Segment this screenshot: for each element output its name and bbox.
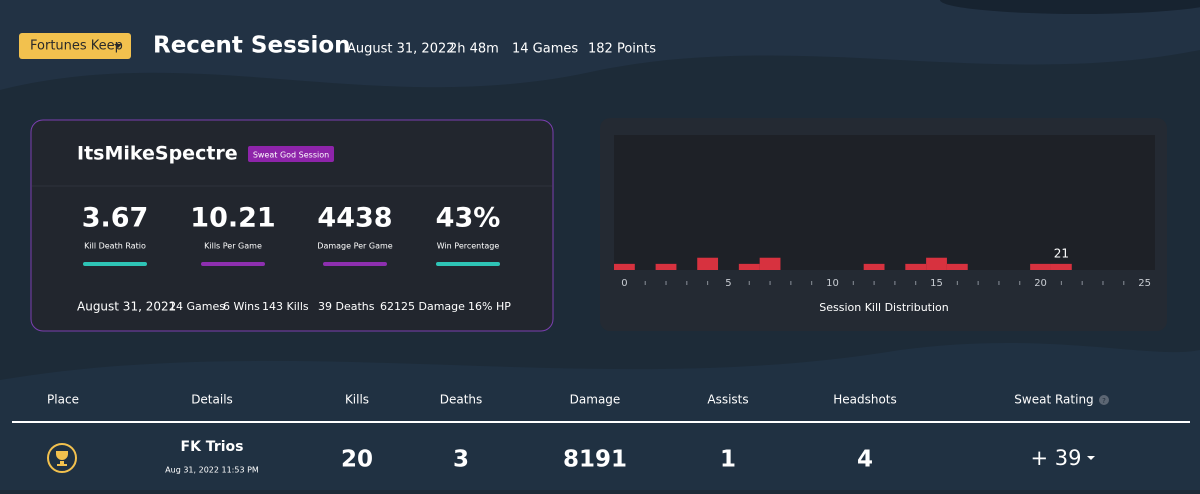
- bar: [738, 263, 760, 270]
- x-tick-label: 20: [1034, 278, 1047, 289]
- bar: [697, 257, 719, 270]
- column-header: Headshots: [833, 393, 897, 407]
- annotation: 21: [1054, 246, 1069, 260]
- x-tick-label: 5: [725, 278, 731, 289]
- bar: [759, 257, 781, 270]
- session-date: August 31, 2022: [347, 42, 455, 57]
- summary-item: 62125 Damage: [380, 300, 465, 313]
- bar: [863, 263, 885, 270]
- bar: [946, 263, 968, 270]
- stat-label: Damage Per Game: [317, 242, 392, 251]
- stat-value: 43%: [436, 203, 501, 234]
- player-name: ItsMikeSpectre: [77, 143, 238, 165]
- bg-shape: [940, 0, 1200, 14]
- column-header: Assists: [707, 393, 748, 407]
- cell-value: 1: [720, 447, 736, 473]
- bar: [926, 257, 947, 270]
- summary-item: 14 Games: [169, 300, 225, 313]
- session-points: 182 Points: [588, 42, 656, 57]
- profile-card: [30, 119, 554, 332]
- cell-value: 4: [857, 447, 873, 473]
- badge-text: Sweat God Session: [253, 151, 329, 160]
- plot-area: [614, 135, 1155, 270]
- cell-value: 8191: [563, 447, 627, 473]
- bar: [655, 263, 677, 270]
- help-glyph[interactable]: ?: [1102, 397, 1106, 405]
- bg-wave: [0, 0, 1200, 90]
- stat-label: Kills Per Game: [204, 242, 262, 251]
- stat-bar: [323, 262, 387, 266]
- stat-label: Kill Death Ratio: [84, 242, 146, 251]
- bar: [1050, 263, 1072, 270]
- cell-value: 20: [341, 447, 373, 473]
- stat-bar: [201, 262, 265, 266]
- column-header: Details: [191, 393, 233, 407]
- match-name: FK Trios: [181, 439, 244, 455]
- trophy: [56, 451, 68, 466]
- stat-bar: [436, 262, 500, 266]
- x-tick-label: 25: [1138, 278, 1151, 289]
- sweat-rating: + 39: [1031, 446, 1082, 470]
- session-duration: 2h 48m: [449, 42, 499, 57]
- bar: [905, 263, 927, 270]
- summary-item: 16% HP: [468, 300, 511, 313]
- column-header: Deaths: [440, 393, 483, 407]
- summary-item: 39 Deaths: [318, 300, 375, 313]
- stat-value: 10.21: [190, 203, 275, 234]
- chart-title: Session Kill Distribution: [819, 301, 949, 314]
- caret: [114, 44, 122, 48]
- page-title: Recent Session: [153, 33, 351, 59]
- x-tick-label: 0: [621, 278, 627, 289]
- stat-label: Win Percentage: [437, 242, 500, 251]
- bg-wave: [0, 342, 1200, 490]
- summary-item: August 31, 2022: [77, 300, 176, 314]
- match-date: Aug 31, 2022 11:53 PM: [165, 466, 259, 475]
- stat-value: 4438: [317, 203, 392, 234]
- dropdown-label[interactable]: Fortunes Keep: [30, 39, 123, 54]
- dropdown-button[interactable]: [19, 33, 131, 59]
- stat-value: 3.67: [82, 203, 149, 234]
- x-tick-label: 15: [930, 278, 943, 289]
- x-tick-label: 10: [826, 278, 839, 289]
- badge: [248, 146, 334, 162]
- stat-bar: [83, 262, 147, 266]
- help-icon[interactable]: [1099, 395, 1109, 405]
- column-header: Damage: [570, 393, 621, 407]
- summary-item: 143 Kills: [262, 300, 309, 313]
- expand-caret[interactable]: [1087, 456, 1095, 460]
- column-header: Place: [47, 393, 79, 407]
- column-header: Kills: [345, 393, 369, 407]
- bar: [614, 263, 635, 270]
- trophy-icon: [47, 443, 77, 473]
- bar: [1030, 263, 1051, 270]
- session-games: 14 Games: [512, 42, 578, 57]
- summary-item: 6 Wins: [223, 300, 260, 313]
- column-header: Sweat Rating: [1014, 393, 1093, 407]
- cell-value: 3: [453, 447, 469, 473]
